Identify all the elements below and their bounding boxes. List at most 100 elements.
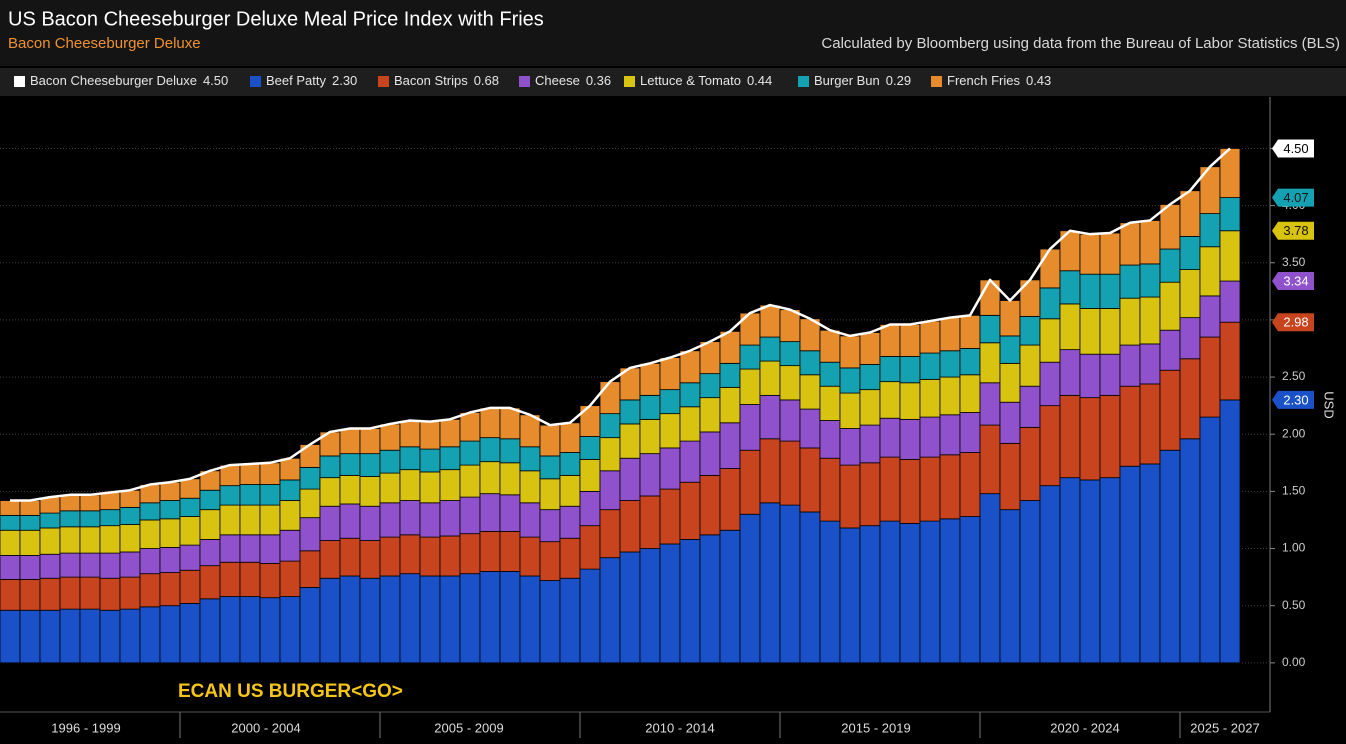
- legend-name: Beef Patty: [266, 73, 326, 88]
- bar-segment: [19, 529, 41, 556]
- bar-segment: [799, 408, 821, 449]
- bar-segment: [1159, 449, 1181, 664]
- bar-segment: [719, 468, 741, 531]
- bar-segment: [59, 526, 81, 554]
- bar-segment: [1199, 246, 1221, 297]
- bar-segment: [899, 356, 921, 384]
- bar-segment: [419, 448, 441, 473]
- bar-segment: [499, 407, 521, 440]
- bar-segment: [1219, 230, 1241, 282]
- bar-segment: [679, 538, 701, 664]
- bar-segment: [159, 481, 181, 501]
- bar-segment: [0, 578, 21, 611]
- legend-value: 2.30: [332, 73, 357, 88]
- bar-segment: [379, 423, 401, 451]
- bar-segment: [499, 570, 521, 664]
- bar-segment: [1079, 233, 1101, 275]
- bar-segment: [1039, 287, 1061, 320]
- bar-segment: [439, 469, 461, 501]
- bar-segment: [1059, 477, 1081, 664]
- bar-segment: [59, 510, 81, 528]
- bar-segment: [779, 365, 801, 401]
- legend-label: Bacon Strips 0.68: [394, 73, 499, 88]
- bar-segment: [279, 500, 301, 531]
- bar-segment: [779, 504, 801, 664]
- bar-segment: [359, 453, 381, 477]
- bar-segment: [1159, 369, 1181, 451]
- value-tag-label: 4.07: [1283, 190, 1308, 205]
- bar-segment: [119, 608, 141, 664]
- bar-segment: [559, 537, 581, 579]
- bar-segment: [1019, 426, 1041, 501]
- legend-name: French Fries: [947, 73, 1020, 88]
- bar-segment: [1179, 438, 1201, 664]
- bar-segment: [199, 598, 221, 664]
- bar-segment: [679, 406, 701, 442]
- bar-segment: [299, 586, 321, 664]
- bar-segment: [0, 500, 21, 516]
- value-tag-label: 2.98: [1283, 315, 1308, 330]
- bar-segment: [839, 367, 861, 394]
- bar-segment: [239, 561, 261, 597]
- bar-segment: [479, 570, 501, 664]
- bar-segment: [19, 500, 41, 516]
- bar-segment: [1139, 383, 1161, 465]
- bar-segment: [919, 520, 941, 664]
- bar-segment: [0, 609, 21, 664]
- bar-segment: [859, 462, 881, 527]
- bar-segment: [359, 505, 381, 541]
- bar-segment: [439, 500, 461, 537]
- bar-segment: [939, 454, 961, 520]
- bar-segment: [839, 392, 861, 429]
- bar-segment: [819, 420, 841, 459]
- bar-segment: [739, 513, 761, 664]
- bar-segment: [619, 399, 641, 425]
- bar-segment: [119, 489, 141, 508]
- bar-segment: [1039, 405, 1061, 487]
- bar-segment: [419, 536, 441, 577]
- bar-segment: [599, 509, 621, 559]
- legend-name: Bacon Cheeseburger Deluxe: [30, 73, 197, 88]
- bar-segment: [799, 350, 821, 376]
- bar-segment: [1099, 394, 1121, 479]
- bar-segment: [639, 453, 661, 497]
- bar-segment: [899, 522, 921, 664]
- bar-segment: [859, 424, 881, 464]
- bar-segment: [1219, 197, 1241, 232]
- bar-segment: [799, 447, 821, 513]
- bar-segment: [119, 506, 141, 525]
- bar-segment: [599, 413, 621, 439]
- bar-segment: [1099, 308, 1121, 355]
- bar-segment: [179, 569, 201, 604]
- bar-segment: [499, 530, 521, 572]
- y-tick-label: 0.50: [1282, 598, 1306, 612]
- bar-segment: [339, 428, 361, 455]
- bar-segment: [339, 575, 361, 664]
- value-tag: [1272, 313, 1314, 332]
- bar-segment: [99, 509, 121, 527]
- bar-segment: [899, 458, 921, 524]
- bar-segment: [239, 463, 261, 485]
- bar-segment: [439, 575, 461, 664]
- bar-segment: [699, 474, 721, 536]
- bar-segment: [859, 332, 881, 365]
- bar-segment: [959, 348, 981, 376]
- bar-segment: [259, 597, 281, 664]
- bar-segment: [259, 534, 281, 564]
- y-tick-label: 3.50: [1282, 255, 1306, 269]
- bar-segment: [1099, 353, 1121, 396]
- bar-segment: [779, 440, 801, 506]
- bar-segment: [299, 550, 321, 588]
- bar-segment: [659, 488, 681, 545]
- y-tick-label: 1.00: [1282, 541, 1306, 555]
- bar-segment: [479, 461, 501, 495]
- bar-segment: [979, 342, 1001, 384]
- bar-segment: [879, 456, 901, 522]
- bar-segment: [159, 518, 181, 548]
- bar-segment: [419, 575, 441, 664]
- bar-segment: [139, 573, 161, 608]
- bar-segment: [1079, 273, 1101, 309]
- bar-segment: [259, 462, 281, 485]
- bar-segment: [279, 560, 301, 597]
